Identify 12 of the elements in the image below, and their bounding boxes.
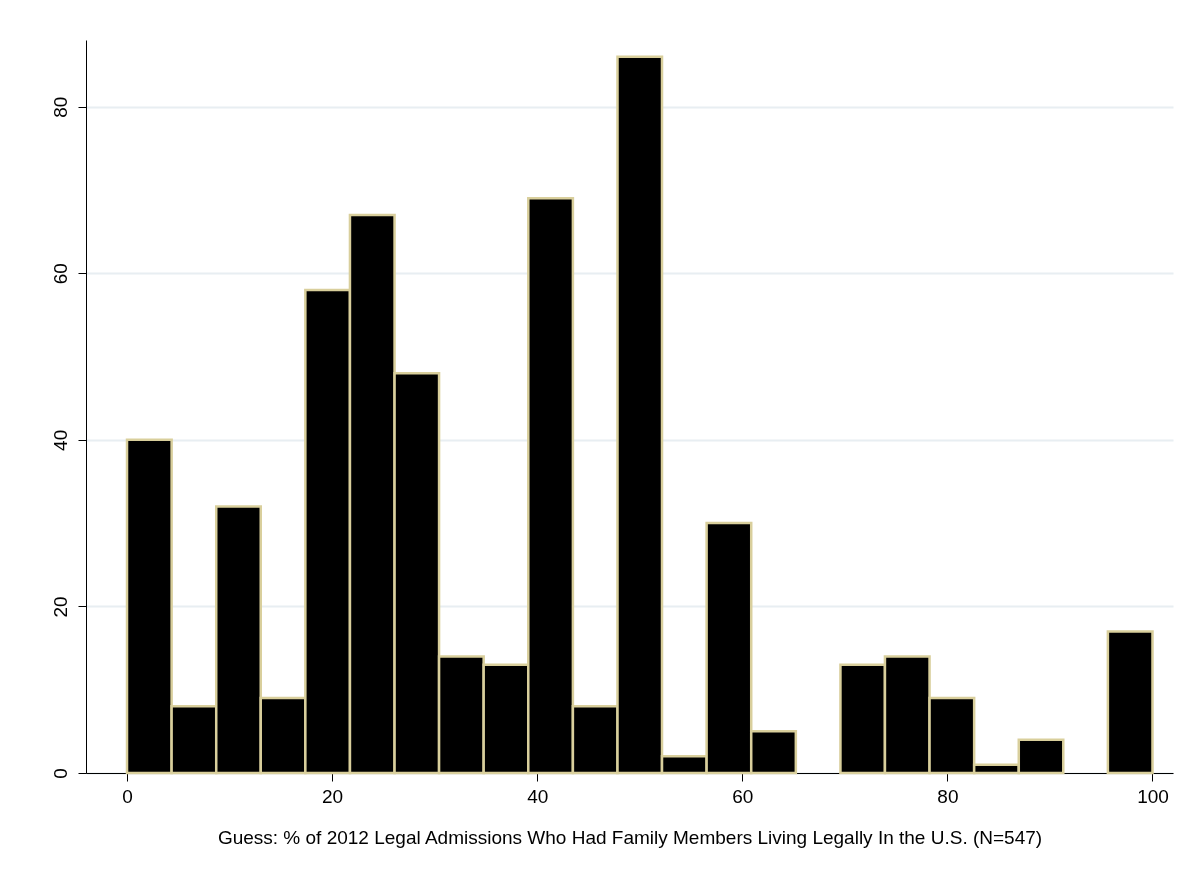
x-axis-title: Guess: % of 2012 Legal Admissions Who Had Family Members Living Legally In the U.S. (N=547) [217, 826, 1043, 848]
x-tick-label: 60 [732, 785, 754, 807]
x-tick-label: 20 [322, 785, 344, 807]
x-tick-label: 0 [122, 785, 133, 807]
y-tick-label: 40 [49, 429, 71, 451]
x-tick-label: 100 [1137, 785, 1169, 807]
x-tick-label: 40 [527, 785, 549, 807]
x-tick-label: 80 [937, 785, 959, 807]
y-tick-label: 60 [49, 263, 71, 285]
y-tick-label: 80 [49, 96, 71, 118]
y-tick-label: 0 [49, 768, 71, 779]
y-tick-label: 20 [49, 596, 71, 618]
